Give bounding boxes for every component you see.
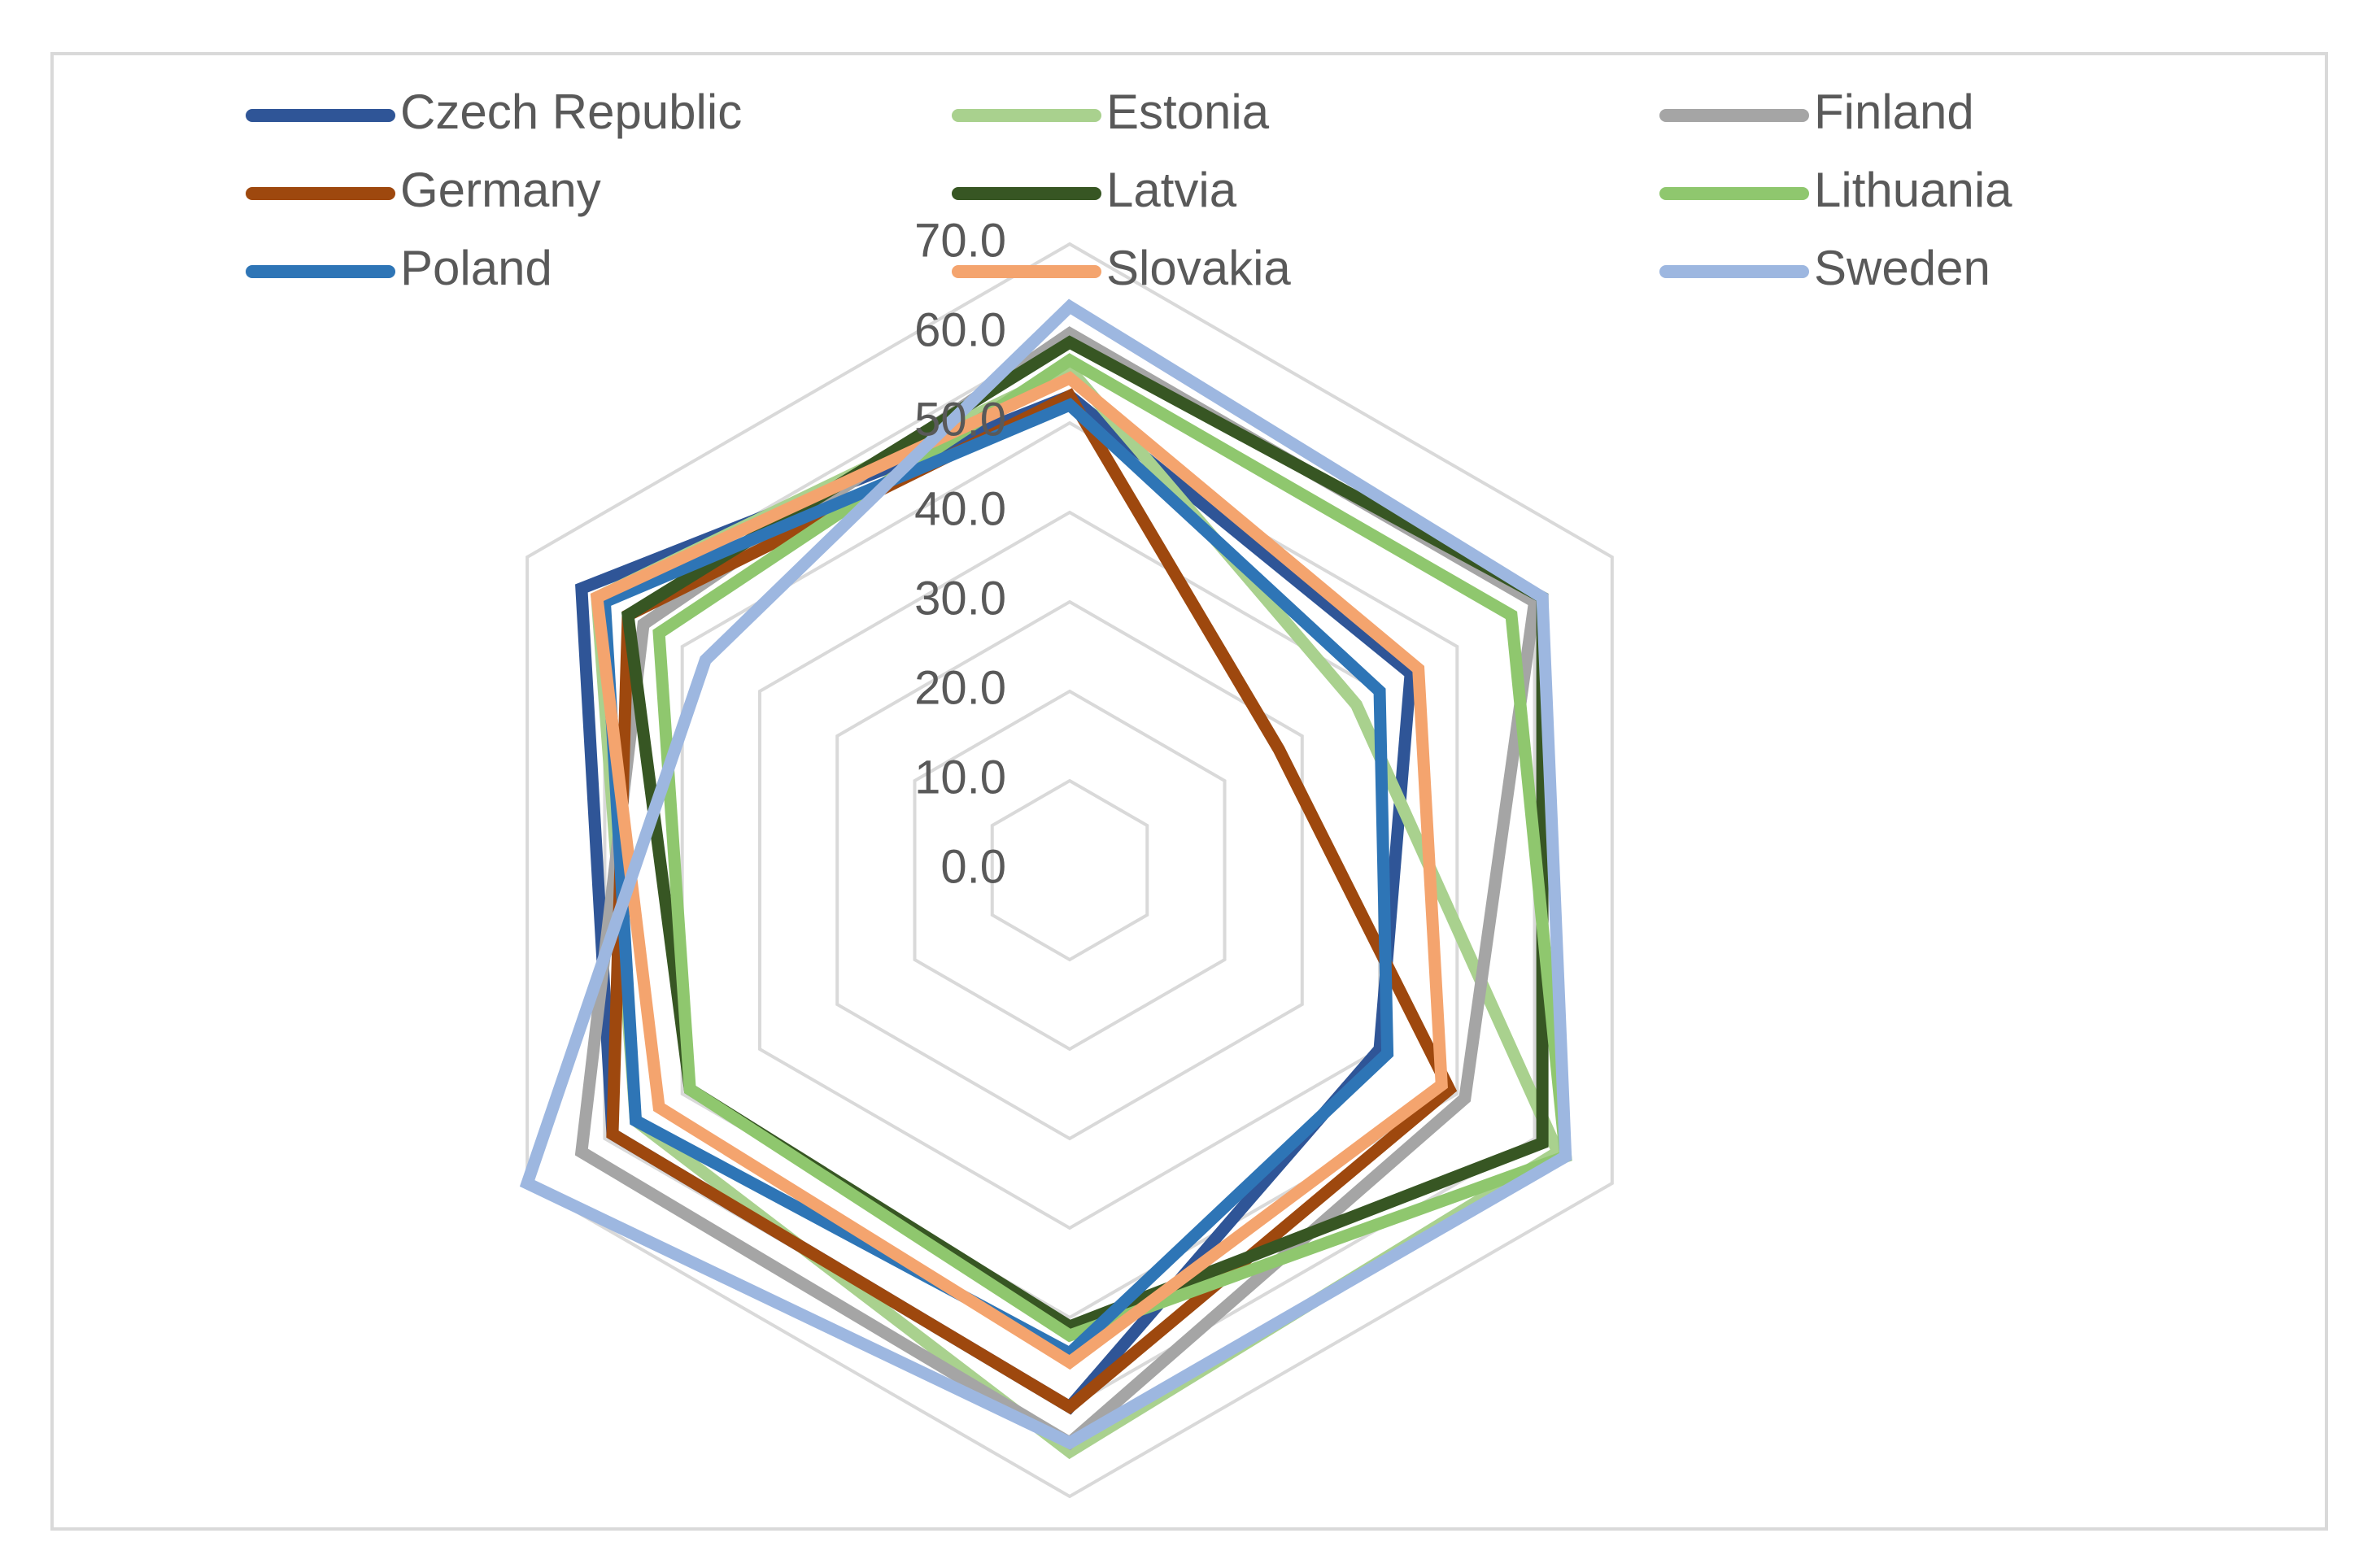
grid-ring-2 — [913, 689, 1227, 1052]
tick-label-2: 20.0 — [914, 661, 1006, 714]
grid-ring-3 — [835, 599, 1304, 1141]
legend-label-0: Czech Republic — [400, 85, 742, 139]
legend: Czech Republic Estonia Finland Germany Latvi… — [246, 85, 2012, 295]
grid-ring-7 — [525, 242, 1614, 1499]
legend-label-4: Latvia — [1106, 163, 1237, 217]
tick-label-7: 70.0 — [914, 214, 1006, 267]
legend-label-1: Estonia — [1106, 85, 1270, 139]
legend-label-5: Lithuania — [1814, 163, 2012, 217]
series-line-7 — [590, 371, 1448, 1370]
tick-label-1: 10.0 — [914, 751, 1006, 804]
tick-label-5: 50.0 — [914, 393, 1006, 446]
radial-axis-ticks: 0.0 10.0 20.0 30.0 40.0 50.0 60.0 70.0 — [914, 214, 1006, 893]
series-line-6 — [598, 398, 1394, 1361]
legend-label-8: Sweden — [1814, 241, 1990, 295]
tick-label-6: 60.0 — [914, 303, 1006, 356]
legend-label-3: Germany — [400, 163, 601, 217]
grid-ring-5 — [680, 420, 1459, 1320]
tick-label-3: 30.0 — [914, 572, 1006, 625]
tick-label-4: 40.0 — [914, 482, 1006, 535]
legend-label-7: Slovakia — [1106, 241, 1291, 295]
series-line-8 — [519, 298, 1572, 1450]
grid-ring-1 — [990, 778, 1149, 962]
series-line-5 — [652, 353, 1572, 1343]
legend-label-6: Poland — [400, 241, 552, 295]
legend-label-2: Finland — [1814, 85, 1974, 139]
tick-label-0: 0.0 — [940, 840, 1006, 893]
radar-series — [519, 298, 1572, 1460]
